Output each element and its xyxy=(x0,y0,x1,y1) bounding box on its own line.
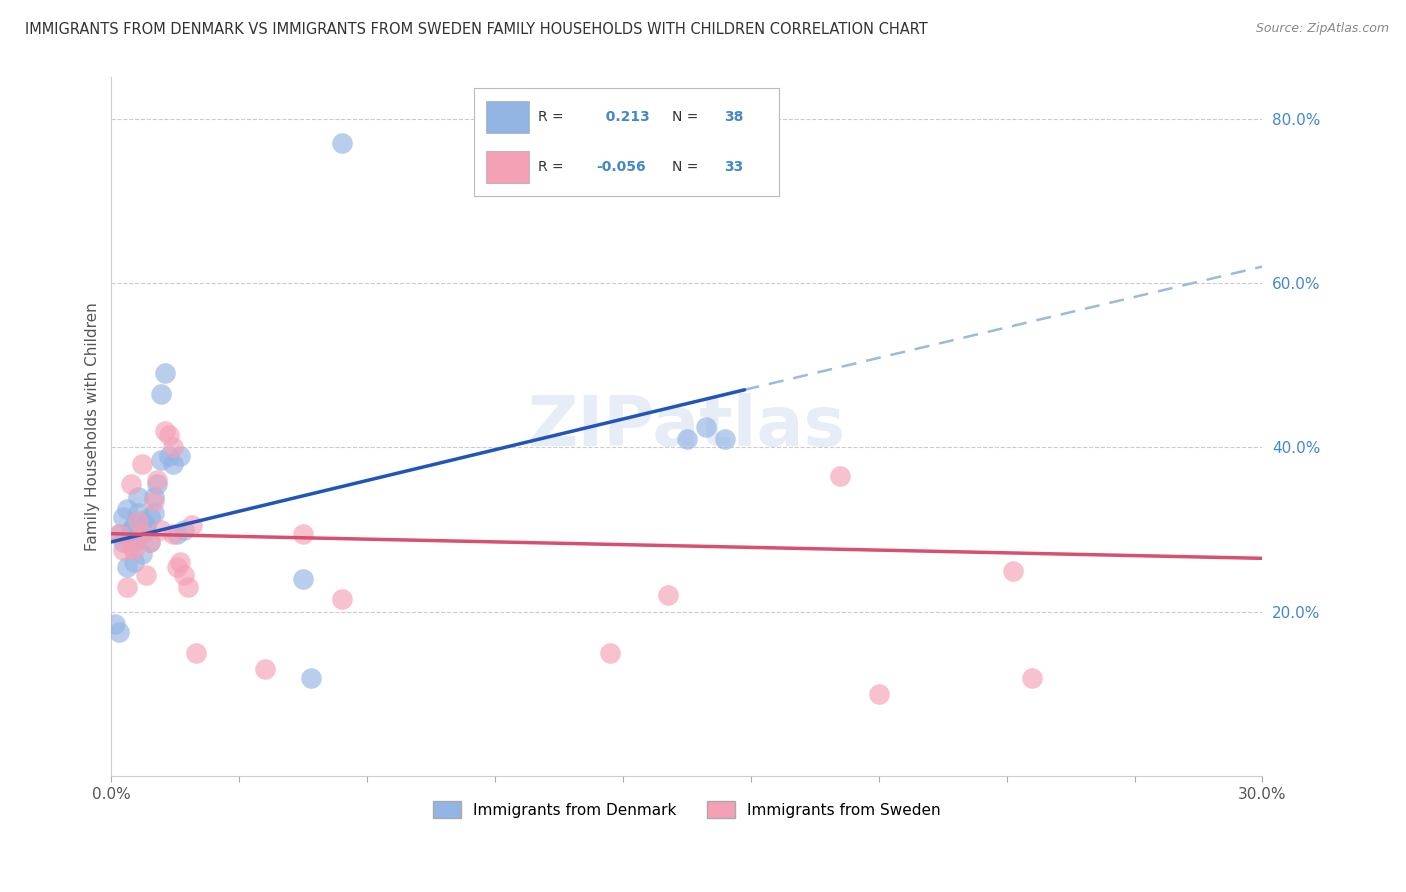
Point xyxy=(657,588,679,602)
Point xyxy=(120,477,142,491)
Legend: Immigrants from Denmark, Immigrants from Sweden: Immigrants from Denmark, Immigrants from… xyxy=(427,795,946,824)
Point xyxy=(676,432,699,446)
Point xyxy=(173,523,195,537)
Point xyxy=(330,592,353,607)
Point xyxy=(162,457,184,471)
Point xyxy=(127,506,149,520)
Point xyxy=(131,457,153,471)
Point xyxy=(120,523,142,537)
Point xyxy=(146,477,169,491)
Point xyxy=(868,687,890,701)
Point xyxy=(166,526,188,541)
Point xyxy=(139,510,162,524)
Text: IMMIGRANTS FROM DENMARK VS IMMIGRANTS FROM SWEDEN FAMILY HOUSEHOLDS WITH CHILDRE: IMMIGRANTS FROM DENMARK VS IMMIGRANTS FR… xyxy=(25,22,928,37)
Point xyxy=(135,523,157,537)
Point xyxy=(108,526,131,541)
Point xyxy=(139,535,162,549)
Point xyxy=(292,526,315,541)
Point xyxy=(169,556,191,570)
Point xyxy=(330,136,353,151)
Point xyxy=(142,490,165,504)
Point xyxy=(184,646,207,660)
Point xyxy=(108,625,131,640)
Point xyxy=(162,441,184,455)
Point xyxy=(127,514,149,528)
Point xyxy=(150,387,173,401)
Point xyxy=(181,518,204,533)
Point xyxy=(830,469,852,483)
Point xyxy=(124,556,146,570)
Text: Source: ZipAtlas.com: Source: ZipAtlas.com xyxy=(1256,22,1389,36)
Point xyxy=(142,506,165,520)
Point xyxy=(173,567,195,582)
Y-axis label: Family Households with Children: Family Households with Children xyxy=(86,302,100,551)
Point xyxy=(124,518,146,533)
Point xyxy=(115,502,138,516)
Point xyxy=(146,473,169,487)
Point xyxy=(714,432,737,446)
Point xyxy=(111,535,134,549)
Point xyxy=(104,617,127,632)
Point xyxy=(115,559,138,574)
Point xyxy=(299,671,322,685)
Point xyxy=(166,559,188,574)
Point xyxy=(153,424,176,438)
Point xyxy=(1002,564,1025,578)
Point xyxy=(253,662,276,676)
Point xyxy=(135,518,157,533)
Point xyxy=(127,531,149,545)
Point xyxy=(162,526,184,541)
Point xyxy=(124,543,146,558)
Point xyxy=(127,490,149,504)
Point xyxy=(150,452,173,467)
Point xyxy=(111,543,134,558)
Point xyxy=(1021,671,1043,685)
Point xyxy=(108,526,131,541)
Point xyxy=(131,526,153,541)
Point xyxy=(169,449,191,463)
Text: ZIPatlas: ZIPatlas xyxy=(529,393,846,460)
Point xyxy=(150,523,173,537)
Point xyxy=(131,547,153,561)
Point xyxy=(599,646,621,660)
Point xyxy=(153,367,176,381)
Point xyxy=(115,580,138,594)
Point xyxy=(139,535,162,549)
Point xyxy=(135,567,157,582)
Point xyxy=(292,572,315,586)
Point xyxy=(157,449,180,463)
Point xyxy=(120,539,142,553)
Point xyxy=(124,535,146,549)
Point xyxy=(131,514,153,528)
Point xyxy=(157,428,180,442)
Point xyxy=(177,580,200,594)
Point xyxy=(142,493,165,508)
Point xyxy=(120,526,142,541)
Point xyxy=(111,510,134,524)
Point xyxy=(695,419,717,434)
